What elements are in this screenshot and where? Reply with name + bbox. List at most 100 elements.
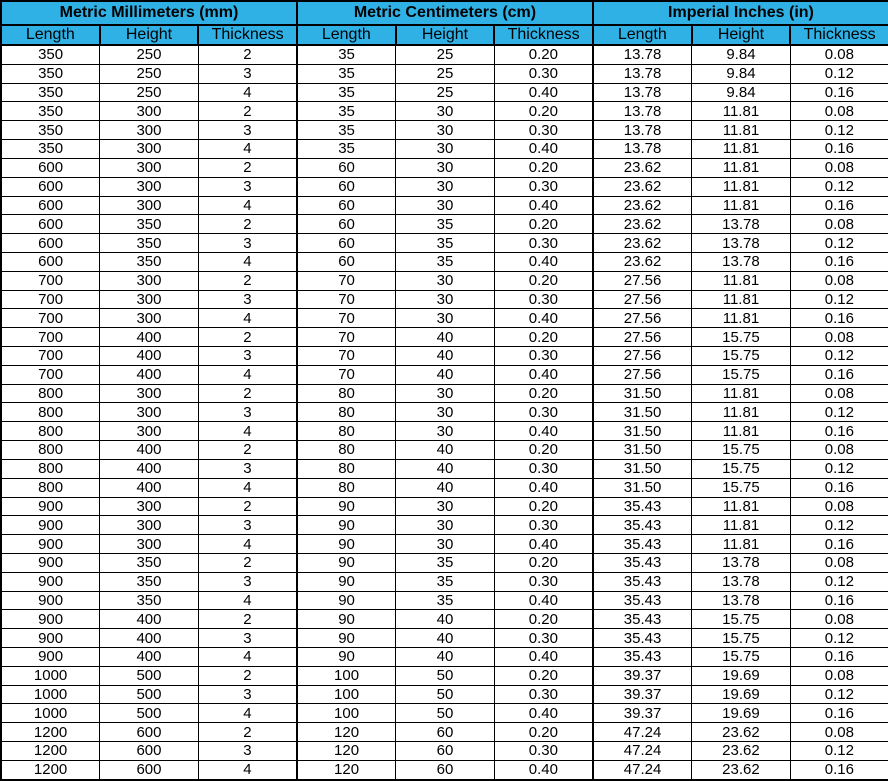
cell: 13.78 [691,233,791,253]
cell: 700 [0,270,101,291]
cell: 11.81 [691,270,791,291]
cell: 13.78 [591,139,693,159]
cell: 0.20 [493,496,594,517]
cell: 350 [0,44,101,65]
table-row: 700 400 2 70 40 0.20 27.56 15.75 0.08 [0,327,888,348]
cell: 30 [395,139,495,159]
cell: 0.20 [493,270,594,291]
cell: 0.40 [493,759,594,781]
cell: 4 [197,364,298,385]
cell: 11.81 [691,157,791,178]
cell: 0.30 [493,571,594,592]
cell: 600 [0,214,101,235]
cell: 40 [395,346,495,366]
cell: 1200 [0,759,101,781]
cell: 400 [99,628,199,649]
cell: 0.20 [493,383,594,404]
cell: 27.56 [591,346,693,366]
cell: 80 [295,421,397,442]
cell: 50 [395,684,495,705]
cell: 60 [395,722,495,743]
table-row: 900 400 2 90 40 0.20 35.43 15.75 0.08 [0,609,888,630]
cell: 9.84 [691,63,791,84]
cell: 900 [0,609,101,630]
cell: 11.81 [691,402,791,423]
cell: 27.56 [591,270,693,291]
cell: 350 [99,214,199,235]
cell: 60 [295,195,397,216]
cell: 120 [295,722,397,743]
group-header-metric-cm: Metric Centimeters (cm) [295,0,594,26]
cell: 2 [197,722,298,743]
cell: 80 [295,402,397,423]
cell: 0.20 [493,214,594,235]
cell: 900 [0,571,101,592]
cell: 400 [99,327,199,348]
cell: 15.75 [691,647,791,667]
cell: 60 [295,176,397,197]
table-row: 800 300 4 80 30 0.40 31.50 11.81 0.16 [0,421,888,442]
cell: 0.16 [789,308,888,329]
cell: 25 [395,63,495,84]
cell: 35 [395,251,495,272]
cell: 0.08 [789,157,888,178]
cell: 300 [99,270,199,291]
cell: 0.20 [493,609,594,630]
cell: 30 [395,421,495,442]
cell: 11.81 [691,496,791,517]
cell: 600 [0,157,101,178]
column-header-thickness-group2: Thickness [789,24,888,46]
cell: 27.56 [591,327,693,348]
cell: 47.24 [591,722,693,743]
cell: 0.12 [789,741,888,761]
cell: 0.20 [493,440,594,460]
cell: 0.40 [493,647,594,667]
cell: 30 [395,176,495,197]
table-row: 600 350 3 60 35 0.30 23.62 13.78 0.12 [0,233,888,253]
cell: 0.16 [789,139,888,159]
table-row: 800 400 3 80 40 0.30 31.50 15.75 0.12 [0,458,888,479]
column-header-length-group1: Length [295,24,397,46]
cell: 2 [197,270,298,291]
cell: 800 [0,402,101,423]
cell: 19.69 [691,684,791,705]
cell: 90 [295,647,397,667]
cell: 11.81 [691,289,791,310]
cell: 35.43 [591,609,693,630]
cell: 19.69 [691,703,791,724]
cell: 0.16 [789,195,888,216]
table-row: 1000 500 3 100 50 0.30 39.37 19.69 0.12 [0,684,888,705]
cell: 600 [0,251,101,272]
cell: 0.40 [493,308,594,329]
cell: 15.75 [691,609,791,630]
cell: 60 [295,251,397,272]
cell: 70 [295,346,397,366]
cell: 27.56 [591,308,693,329]
cell: 2 [197,383,298,404]
table-row: 350 300 3 35 30 0.30 13.78 11.81 0.12 [0,120,888,141]
cell: 400 [99,346,199,366]
cell: 30 [395,289,495,310]
table-row: 600 350 2 60 35 0.20 23.62 13.78 0.08 [0,214,888,235]
cell: 13.78 [591,63,693,84]
cell: 90 [295,496,397,517]
cell: 35 [295,139,397,159]
cell: 9.84 [691,82,791,103]
cell: 3 [197,289,298,310]
column-header-height-group1: Height [394,24,496,46]
cell: 13.78 [691,590,791,611]
cell: 0.40 [493,477,594,498]
cell: 25 [395,44,495,65]
cell: 40 [395,327,495,348]
cell: 90 [295,534,397,554]
cell: 35.43 [591,515,693,536]
cell: 900 [0,515,101,536]
cell: 0.16 [789,703,888,724]
cell: 700 [0,364,101,385]
cell: 0.08 [789,44,888,65]
cell: 30 [395,496,495,517]
cell: 39.37 [591,703,693,724]
cell: 23.62 [691,741,791,761]
